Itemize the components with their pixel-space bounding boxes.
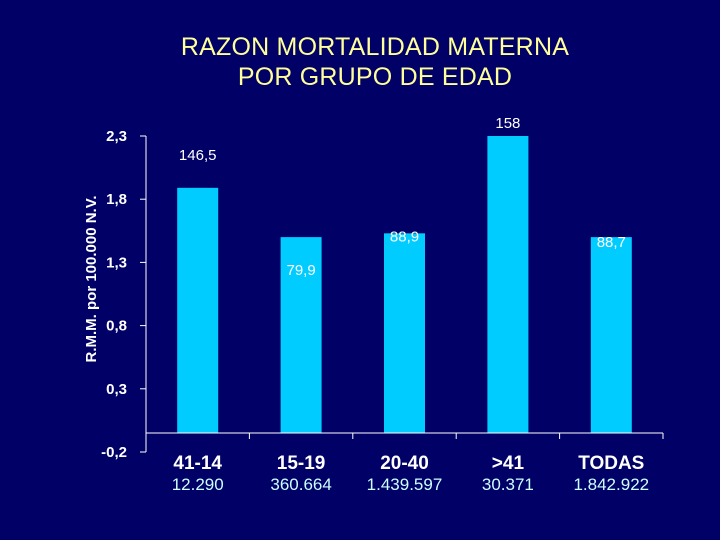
chart-title: RAZON MORTALIDAD MATERNA POR GRUPO DE ED… [0, 32, 720, 92]
data-label: 88,7 [597, 234, 626, 251]
bar-41 [487, 136, 529, 433]
y-tick-label: 2,3 [106, 128, 127, 145]
x-category-label: 20-40 [380, 453, 429, 474]
x-sublabel: 1.439.597 [367, 475, 443, 494]
x-category-label: 15-19 [277, 453, 326, 474]
x-sublabel: 360.664 [270, 475, 331, 494]
bar-4114 [177, 187, 219, 433]
data-label: 158 [495, 115, 520, 132]
data-label: 88,9 [390, 228, 419, 245]
y-axis-label: R.M.M. por 100.000 N.V. [83, 195, 100, 362]
y-tick-label: 1,3 [106, 254, 127, 271]
bar-todas [590, 237, 632, 433]
data-label: 79,9 [286, 262, 315, 279]
y-tick-label: 0,3 [106, 381, 127, 398]
x-sublabel: 1.842.922 [573, 475, 649, 494]
x-sublabel: 12.290 [172, 475, 224, 494]
x-category-label: 41-14 [173, 453, 222, 474]
y-tick-label: -0,2 [101, 444, 127, 461]
chart-title-line-1: RAZON MORTALIDAD MATERNA [180, 33, 570, 61]
x-category-label: TODAS [578, 453, 644, 474]
chart-title-line-2: POR GRUPO DE EDAD [237, 63, 513, 91]
x-category-label: >41 [492, 453, 525, 474]
y-tick-label: 1,8 [106, 191, 127, 208]
y-tick-label: 0,8 [106, 318, 127, 335]
data-label: 146,5 [179, 147, 217, 164]
bar-2040 [384, 233, 425, 433]
bar-1519 [280, 237, 322, 433]
x-sublabel: 30.371 [482, 475, 534, 494]
